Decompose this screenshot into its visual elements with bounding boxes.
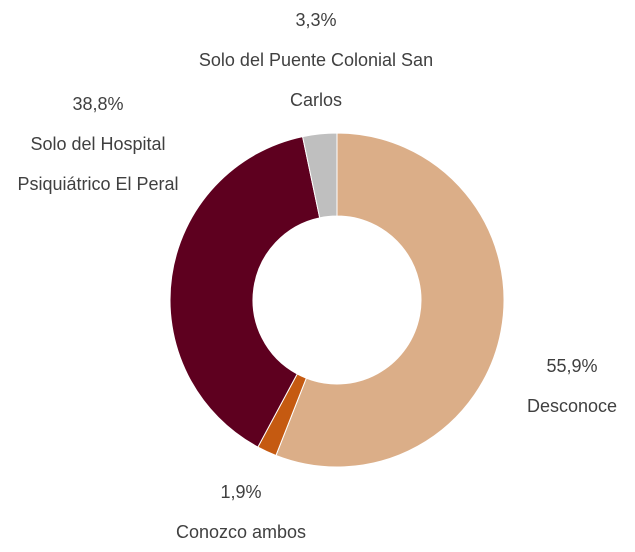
slice-label: 38,8% Solo del Hospital Psiquiátrico El P… <box>3 84 193 204</box>
category-label: Solo del Puente Colonial San Carlos <box>198 50 434 110</box>
slice-label: 1,9% Conozco ambos <box>141 472 341 552</box>
slice-label: 3,3% Solo del Puente Colonial San Carlos <box>196 0 436 120</box>
value-label: 38,8% <box>72 94 124 114</box>
donut-slice <box>301 132 338 219</box>
value-label: 1,9% <box>220 482 262 502</box>
category-label: Desconoce <box>526 396 618 416</box>
donut-slice <box>275 132 505 468</box>
slice-label: 55,9% Desconoce <box>502 346 635 426</box>
category-label: Solo del Hospital Psiquiátrico El Peral <box>17 134 179 194</box>
donut-slice <box>169 135 321 448</box>
value-label: 55,9% <box>546 356 598 376</box>
category-label: Conozco ambos <box>175 522 307 542</box>
value-label: 3,3% <box>295 10 337 30</box>
